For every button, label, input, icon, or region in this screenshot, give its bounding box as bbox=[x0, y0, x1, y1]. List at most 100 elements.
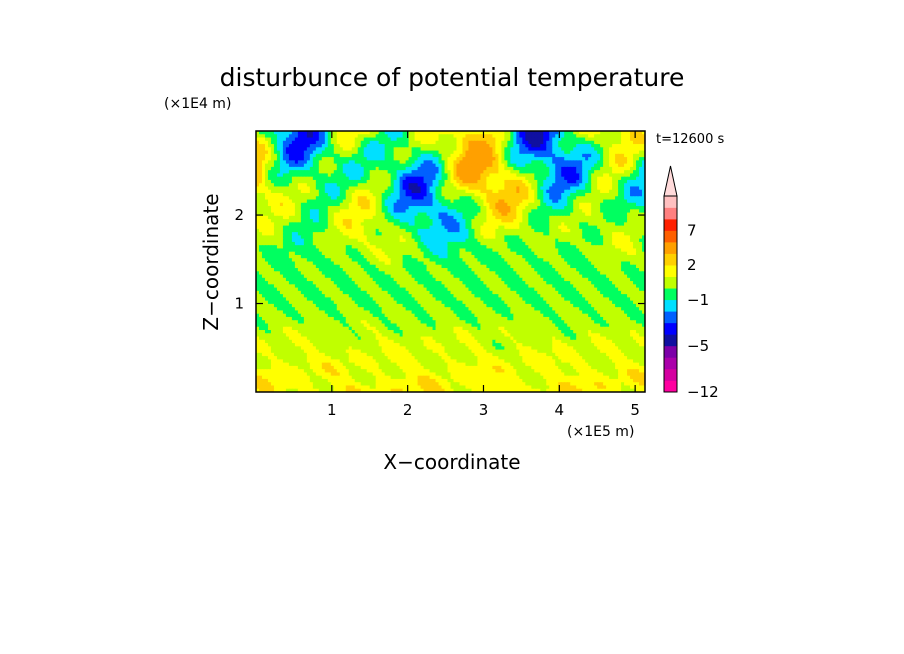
heatmap-cell bbox=[375, 140, 380, 145]
heatmap-cell bbox=[372, 170, 377, 175]
heatmap-cell bbox=[405, 144, 410, 148]
heatmap-cell bbox=[513, 170, 517, 175]
heatmap-cell bbox=[597, 137, 601, 142]
heatmap-cell bbox=[594, 150, 598, 155]
heatmap-cell bbox=[465, 147, 470, 152]
heatmap-cell bbox=[480, 144, 485, 148]
heatmap-cell bbox=[324, 163, 329, 168]
heatmap-cell bbox=[576, 163, 580, 168]
heatmap-cell bbox=[474, 137, 479, 142]
heatmap-cell bbox=[285, 179, 290, 184]
heatmap-cell bbox=[537, 166, 541, 171]
heatmap-cell bbox=[402, 134, 407, 139]
heatmap-cell bbox=[480, 173, 485, 178]
heatmap-cell bbox=[387, 163, 392, 168]
heatmap-cell bbox=[303, 170, 308, 175]
heatmap-cell bbox=[444, 140, 449, 145]
heatmap-cell bbox=[486, 179, 490, 184]
heatmap-cell bbox=[256, 153, 260, 158]
heatmap-cell bbox=[420, 160, 425, 165]
heatmap-cell bbox=[600, 144, 604, 148]
heatmap-cell bbox=[465, 176, 470, 181]
heatmap-cell bbox=[456, 153, 461, 158]
heatmap-cell bbox=[264, 144, 269, 148]
heatmap-cell bbox=[609, 137, 613, 142]
heatmap-cell bbox=[366, 153, 371, 158]
heatmap-cell bbox=[273, 150, 278, 155]
heatmap-cell bbox=[447, 153, 452, 158]
heatmap-cell bbox=[303, 137, 308, 142]
heatmap-cell bbox=[636, 176, 640, 181]
heatmap-cell bbox=[513, 173, 517, 178]
heatmap-cell bbox=[360, 179, 365, 184]
heatmap-cell bbox=[426, 160, 431, 165]
heatmap-cell bbox=[546, 153, 550, 158]
heatmap-cell bbox=[312, 144, 317, 148]
heatmap-cell bbox=[426, 173, 431, 178]
heatmap-cell bbox=[420, 134, 425, 139]
heatmap-cell bbox=[531, 170, 535, 175]
heatmap-cell bbox=[615, 150, 619, 155]
heatmap-cell bbox=[441, 137, 446, 142]
heatmap-cell bbox=[381, 179, 386, 184]
heatmap-cell bbox=[624, 163, 628, 168]
heatmap-cell bbox=[480, 166, 485, 171]
heatmap-cell bbox=[633, 170, 637, 175]
heatmap-cell bbox=[399, 157, 404, 161]
heatmap-cell bbox=[294, 166, 299, 171]
heatmap-cell bbox=[312, 153, 317, 158]
heatmap-cell bbox=[402, 144, 407, 148]
heatmap-cell bbox=[600, 131, 604, 135]
heatmap-cell bbox=[489, 173, 493, 178]
heatmap-cell bbox=[492, 144, 496, 148]
heatmap-cell bbox=[369, 137, 374, 142]
heatmap-cell bbox=[264, 150, 269, 155]
heatmap-cell bbox=[393, 170, 398, 175]
heatmap-cell bbox=[423, 134, 428, 139]
heatmap-cell bbox=[378, 134, 383, 139]
heatmap-cell bbox=[366, 179, 371, 184]
heatmap-cell bbox=[318, 137, 323, 142]
heatmap-cell bbox=[582, 173, 586, 178]
heatmap-cell bbox=[405, 157, 410, 161]
heatmap-cell bbox=[405, 163, 410, 168]
heatmap-cell bbox=[474, 140, 479, 145]
heatmap-cell bbox=[291, 157, 296, 161]
heatmap-cell bbox=[546, 179, 550, 184]
heatmap-cell bbox=[294, 173, 299, 178]
heatmap-cell bbox=[573, 137, 577, 142]
heatmap-cell bbox=[465, 144, 470, 148]
heatmap-cell bbox=[552, 147, 556, 152]
heatmap-cell bbox=[471, 163, 476, 168]
heatmap-cell bbox=[492, 179, 496, 184]
heatmap-cell bbox=[264, 134, 269, 139]
heatmap-cell bbox=[468, 153, 473, 158]
heatmap-cell bbox=[624, 131, 628, 135]
heatmap-cell bbox=[339, 150, 344, 155]
heatmap-cell bbox=[594, 166, 598, 171]
heatmap-cell bbox=[594, 157, 598, 161]
heatmap-cell bbox=[459, 173, 464, 178]
heatmap-cell bbox=[519, 140, 523, 145]
heatmap-cell bbox=[507, 173, 511, 178]
heatmap-cell bbox=[486, 140, 490, 145]
heatmap-cell bbox=[450, 173, 455, 178]
heatmap-cell bbox=[261, 166, 266, 171]
heatmap-cell bbox=[396, 134, 401, 139]
heatmap-cell bbox=[576, 144, 580, 148]
heatmap-cell bbox=[618, 170, 622, 175]
heatmap-cell bbox=[267, 134, 272, 139]
heatmap-cell bbox=[543, 166, 547, 171]
heatmap-cell bbox=[285, 144, 290, 148]
heatmap-cell bbox=[288, 144, 293, 148]
heatmap-cell bbox=[609, 176, 613, 181]
heatmap-cell bbox=[615, 170, 619, 175]
heatmap-cell bbox=[564, 150, 568, 155]
heatmap-cell bbox=[507, 147, 511, 152]
heatmap-cell bbox=[414, 179, 419, 184]
heatmap-cell bbox=[567, 166, 571, 171]
heatmap-cell bbox=[330, 173, 335, 178]
heatmap-cell bbox=[579, 170, 583, 175]
heatmap-cell bbox=[429, 166, 434, 171]
heatmap-cell bbox=[585, 160, 589, 165]
